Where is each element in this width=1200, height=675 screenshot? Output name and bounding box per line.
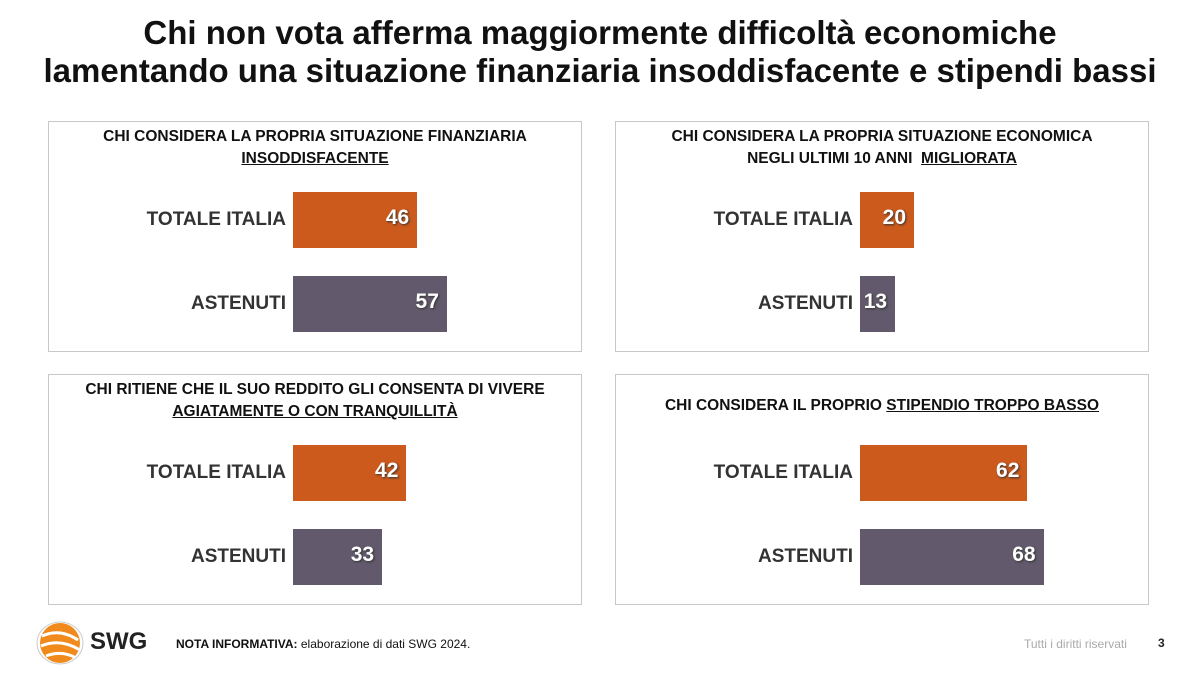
chart-title: CHI CONSIDERA IL PROPRIO STIPENDIO TROPP… [616,395,1148,417]
category-label: ASTENUTI [758,293,853,314]
category-label: TOTALE ITALIA [146,209,286,230]
category-label: ASTENUTI [191,546,286,567]
chart-title-segment: MIGLIORATA [921,150,1017,167]
bar: 33 [293,529,383,585]
category-label: TOTALE ITALIA [713,209,853,230]
chart-panel: CHI RITIENE CHE IL SUO REDDITO GLI CONSE… [48,374,582,605]
page-number: 3 [1158,636,1165,650]
chart-title-segment: CHI CONSIDERA LA PROPRIA SITUAZIONE ECON… [671,128,1093,145]
note-label: NOTA INFORMATIVA: [176,637,298,651]
chart-title: CHI RITIENE CHE IL SUO REDDITO GLI CONSE… [49,379,581,423]
chart-title-segment: STIPENDIO TROPPO BASSO [886,397,1100,414]
chart-panel: CHI CONSIDERA LA PROPRIA SITUAZIONE FINA… [48,121,582,352]
category-label: ASTENUTI [191,293,286,314]
category-label: TOTALE ITALIA [146,462,286,483]
bar: 13 [860,276,896,332]
bar: 20 [860,192,914,248]
data-label: 20 [882,206,906,229]
bar: 68 [860,529,1044,585]
page-title: Chi non vota afferma maggiormente diffic… [0,14,1200,90]
chart-panel: CHI CONSIDERA IL PROPRIO STIPENDIO TROPP… [615,374,1149,605]
chart-title-line: AGIATAMENTE O CON TRANQUILLITÀ [49,401,581,423]
logo-text: SWG [90,628,148,655]
chart-title-line: CHI CONSIDERA LA PROPRIA SITUAZIONE ECON… [616,126,1148,148]
chart-title-line: CHI CONSIDERA IL PROPRIO STIPENDIO TROPP… [616,395,1148,417]
chart-title-line: CHI CONSIDERA LA PROPRIA SITUAZIONE FINA… [49,126,581,148]
chart-title-segment: CHI CONSIDERA IL PROPRIO [664,397,887,414]
chart-title-line: INSODDISFACENTE [49,148,581,170]
data-label: 46 [385,206,410,229]
chart-title: CHI CONSIDERA LA PROPRIA SITUAZIONE ECON… [616,126,1148,170]
data-label: 62 [996,459,1020,482]
chart-title-segment: CHI CONSIDERA LA PROPRIA SITUAZIONE FINA… [103,128,527,145]
data-label: 42 [375,459,399,482]
chart-title-line: CHI RITIENE CHE IL SUO REDDITO GLI CONSE… [49,379,581,401]
data-label: 57 [415,290,439,313]
chart-panel: CHI CONSIDERA LA PROPRIA SITUAZIONE ECON… [615,121,1149,352]
bar: 62 [860,445,1028,501]
chart-title-segment: AGIATAMENTE O CON TRANQUILLITÀ [172,403,458,420]
swg-logo-icon [36,621,84,665]
note-text: elaborazione di dati SWG 2024. [297,637,471,651]
data-label: 13 [863,290,888,313]
chart-title-segment: INSODDISFACENTE [241,150,389,167]
data-label: 68 [1012,543,1036,566]
bar: 57 [293,276,447,332]
footnote: NOTA INFORMATIVA: elaborazione di dati S… [176,637,470,651]
title-line: Chi non vota afferma maggiormente diffic… [143,14,1057,51]
bar: 46 [293,192,418,248]
bar: 42 [293,445,407,501]
chart-title: CHI CONSIDERA LA PROPRIA SITUAZIONE FINA… [49,126,581,170]
chart-title-line: NEGLI ULTIMI 10 ANNI MIGLIORATA [616,148,1148,170]
data-label: 33 [350,543,375,566]
title-line: lamentando una situazione finanziaria in… [43,52,1157,89]
category-label: TOTALE ITALIA [713,462,853,483]
chart-title-segment: CHI RITIENE CHE IL SUO REDDITO GLI CONSE… [85,381,545,398]
chart-title-segment: NEGLI ULTIMI 10 ANNI [747,150,922,167]
category-label: ASTENUTI [758,546,853,567]
rights-text: Tutti i diritti riservati [1024,637,1127,651]
